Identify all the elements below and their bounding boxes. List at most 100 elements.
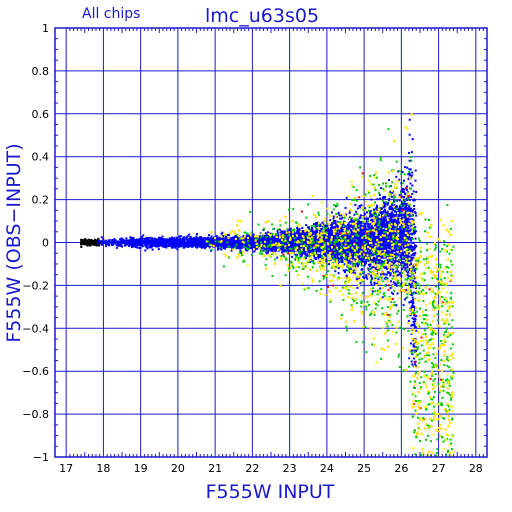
data-point	[409, 275, 412, 278]
data-point	[246, 249, 249, 252]
data-point	[396, 199, 399, 202]
data-point	[144, 249, 147, 252]
data-point	[168, 242, 171, 244]
data-point	[363, 215, 366, 218]
data-point	[392, 274, 395, 277]
data-point	[389, 205, 392, 208]
data-point	[385, 284, 388, 287]
data-point	[411, 193, 414, 195]
data-point	[317, 255, 320, 258]
data-point	[415, 191, 418, 193]
data-point	[326, 237, 329, 240]
data-point	[338, 261, 341, 264]
data-point	[413, 204, 416, 207]
data-point	[80, 243, 83, 246]
data-point	[413, 207, 416, 210]
data-point	[409, 260, 412, 263]
data-point	[392, 268, 395, 271]
data-point	[301, 227, 304, 229]
data-point	[279, 231, 282, 234]
data-point	[396, 223, 399, 226]
data-point	[412, 266, 415, 269]
data-point	[386, 226, 389, 229]
data-point	[410, 254, 413, 257]
data-point	[350, 249, 353, 252]
data-point	[415, 329, 418, 332]
data-point	[394, 256, 396, 259]
data-point	[390, 212, 393, 215]
data-point	[388, 259, 391, 262]
data-point	[356, 252, 359, 255]
data-point	[399, 255, 402, 258]
data-point	[246, 233, 249, 236]
data-point	[174, 246, 177, 249]
data-point	[403, 179, 405, 182]
data-point	[220, 232, 223, 235]
data-point	[382, 265, 385, 268]
data-point	[350, 226, 353, 228]
data-point	[399, 237, 402, 240]
data-point	[404, 259, 407, 262]
data-point	[328, 263, 330, 266]
data-point	[351, 254, 354, 257]
data-point	[400, 218, 403, 221]
data-point	[266, 251, 269, 254]
data-point	[360, 260, 363, 263]
data-point	[322, 234, 325, 237]
data-point	[398, 238, 401, 241]
data-point	[376, 220, 379, 223]
data-point	[376, 243, 379, 246]
data-point	[388, 242, 390, 245]
data-point	[208, 234, 210, 237]
data-point	[168, 237, 171, 240]
data-point	[410, 306, 413, 309]
data-point	[376, 198, 379, 201]
data-point	[251, 247, 254, 250]
data-point	[358, 216, 361, 219]
data-point	[392, 259, 395, 262]
data-point	[389, 185, 392, 188]
data-point	[395, 283, 398, 286]
data-point	[409, 232, 412, 235]
data-point	[234, 234, 237, 237]
data-point	[89, 242, 92, 245]
data-point	[412, 219, 415, 222]
data-point	[387, 250, 390, 252]
data-point	[345, 269, 348, 272]
data-point	[114, 242, 117, 245]
data-point	[352, 228, 355, 230]
data-point	[298, 235, 301, 238]
data-point	[364, 260, 367, 263]
data-point	[414, 244, 416, 247]
data-point	[119, 238, 122, 241]
data-point	[398, 242, 401, 245]
data-point	[222, 234, 225, 237]
data-point	[157, 248, 160, 251]
data-point	[411, 184, 414, 187]
data-point	[415, 245, 418, 248]
data-point	[188, 233, 190, 236]
data-point	[81, 242, 84, 245]
data-point	[314, 238, 317, 241]
data-point	[399, 214, 402, 217]
data-point	[300, 252, 303, 255]
data-point	[281, 250, 284, 253]
data-point	[294, 232, 297, 235]
data-point	[332, 249, 335, 252]
data-point	[364, 217, 367, 220]
data-point	[161, 235, 164, 238]
data-point	[401, 267, 404, 270]
data-point	[138, 246, 141, 249]
data-point	[274, 247, 277, 250]
data-point	[174, 238, 176, 241]
data-point	[383, 260, 386, 263]
data-point	[319, 250, 322, 253]
data-point	[341, 260, 344, 263]
data-point	[115, 240, 118, 243]
data-point	[383, 265, 386, 268]
data-point	[388, 218, 391, 221]
data-point	[402, 231, 405, 234]
data-point	[356, 207, 359, 210]
data-point	[415, 314, 418, 317]
